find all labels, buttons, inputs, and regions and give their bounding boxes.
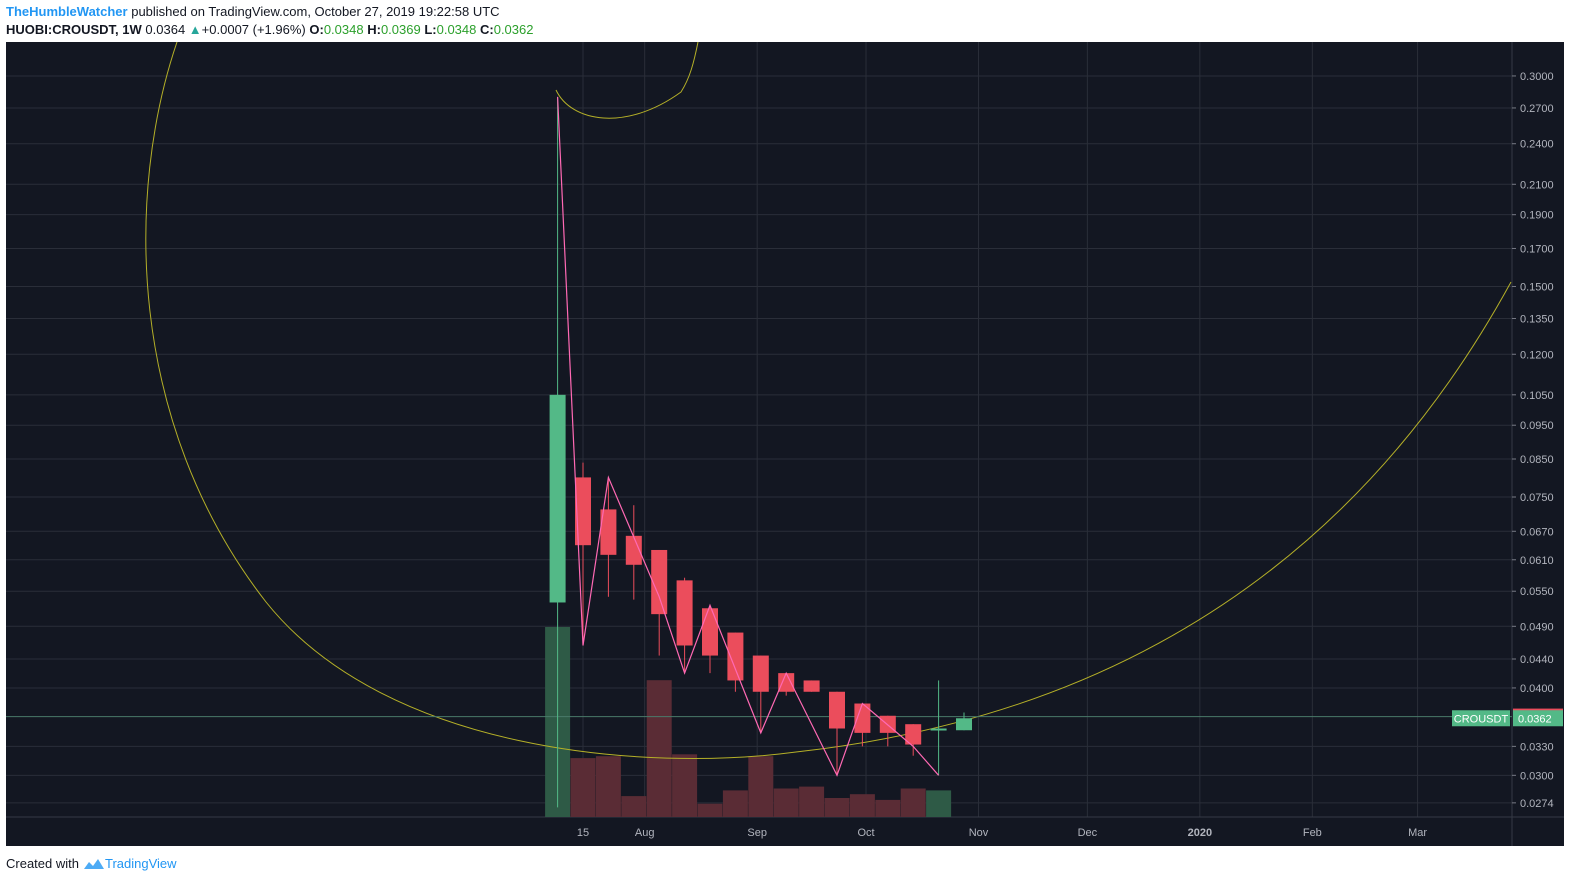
price-label-value: 0.0362 <box>1518 713 1552 725</box>
low-value: 0.0348 <box>436 22 477 37</box>
symbol-tag-label: CROUSDT <box>1454 713 1509 725</box>
y-tick-label: 0.3000 <box>1520 71 1554 83</box>
y-tick-label: 0.0750 <box>1520 492 1554 504</box>
y-tick-label: 0.1700 <box>1520 243 1554 255</box>
candle-body <box>651 549 668 615</box>
candle-body <box>930 728 947 731</box>
y-tick-label: 0.2100 <box>1520 179 1554 191</box>
candle-body <box>702 608 718 656</box>
volume-bar <box>824 798 850 817</box>
price-chart[interactable]: 0.3000 0.2700 0.2400 0.2100 0.1900 0.1700 0.15… <box>6 42 1564 846</box>
author-link[interactable]: TheHumbleWatcher <box>6 4 128 19</box>
volume-bar <box>748 756 774 817</box>
price-change: +0.0007 (+1.96%) <box>201 22 306 37</box>
symbol-label: HUOBI:CROUSDT, 1W <box>6 22 142 37</box>
candle-body <box>956 718 972 731</box>
candle-body <box>575 477 591 546</box>
x-tick-label: Sep <box>747 827 767 839</box>
close-label: C: <box>480 22 494 37</box>
x-tick-label: Oct <box>857 827 874 839</box>
arc-drawings <box>145 42 1512 759</box>
close-value: 0.0362 <box>493 22 534 37</box>
chart-background <box>6 42 1564 846</box>
candle-body <box>803 680 820 692</box>
volume-bar <box>926 790 952 817</box>
footer: Created with TradingView <box>6 856 177 871</box>
created-with-text: Created with <box>6 856 79 871</box>
y-tick-label: 0.0550 <box>1520 586 1554 598</box>
zigzag-line <box>557 96 940 777</box>
candle-body <box>676 580 693 646</box>
y-tick-label: 0.0300 <box>1520 770 1554 782</box>
price-label-box <box>1513 710 1563 727</box>
volume-bar <box>595 756 621 817</box>
volume-bar <box>672 754 698 817</box>
y-tick-label: 0.0274 <box>1520 798 1554 810</box>
candle-body <box>854 703 871 733</box>
x-tick-label: 2020 <box>1188 827 1212 839</box>
price-label: 0.0362 CROUSDT <box>1452 710 1563 727</box>
candle-body <box>625 535 642 565</box>
chart-area[interactable]: 0.3000 0.2700 0.2400 0.2100 0.1900 0.1700 0.15… <box>6 42 1564 846</box>
volume-bar <box>646 680 672 817</box>
high-value: 0.0369 <box>380 22 421 37</box>
candles <box>549 96 972 808</box>
publish-info: published on TradingView.com, October 27… <box>131 4 500 19</box>
volume-bar <box>900 788 926 817</box>
y-tick-label: 0.0950 <box>1520 420 1554 432</box>
candle-body <box>549 394 566 603</box>
y-tick-label: 0.0400 <box>1520 683 1554 695</box>
volume-bar <box>570 758 596 817</box>
y-tick-label: 0.1200 <box>1520 349 1554 361</box>
x-tick-label: Mar <box>1408 827 1427 839</box>
candle-body <box>752 655 769 692</box>
x-tick-label: Aug <box>635 827 655 839</box>
y-tick-label: 0.0670 <box>1520 526 1554 538</box>
y-tick-label: 0.1500 <box>1520 281 1554 293</box>
ohlc-line: HUOBI:CROUSDT, 1W 0.0364 ▲+0.0007 (+1.96… <box>6 22 533 37</box>
candle-body <box>778 673 795 692</box>
candle-body <box>727 632 744 681</box>
small-arc <box>555 42 699 119</box>
chart-header: TheHumbleWatcher published on TradingVie… <box>6 4 1576 40</box>
y-tick-label: 0.0490 <box>1520 621 1554 633</box>
x-tick-label: 15 <box>577 827 589 839</box>
candle-body <box>829 691 845 729</box>
y-tick-label: 0.1350 <box>1520 313 1554 325</box>
up-triangle-icon: ▲ <box>188 22 202 37</box>
volume-bar <box>849 794 875 817</box>
volume-bar <box>875 799 901 817</box>
y-tick-label: 0.1900 <box>1520 210 1554 222</box>
x-tick-label: Feb <box>1303 827 1322 839</box>
candle-body <box>905 724 922 745</box>
volume-bar <box>621 796 647 817</box>
large-arc <box>145 42 1512 759</box>
tradingview-brand-label: TradingView <box>104 856 177 871</box>
volume-bar <box>799 786 825 817</box>
y-tick-label: 0.2400 <box>1520 139 1554 151</box>
candle-body <box>600 509 617 555</box>
publish-line: TheHumbleWatcher published on TradingVie… <box>6 4 500 19</box>
y-tick-label: 0.2700 <box>1520 103 1554 115</box>
low-label: L: <box>424 22 437 37</box>
high-label: H: <box>367 22 381 37</box>
x-tick-label: Dec <box>1078 827 1098 839</box>
volume-bar <box>722 790 748 817</box>
tradingview-logo-icon <box>83 858 104 869</box>
y-tick-label: 0.0610 <box>1520 555 1554 567</box>
symbol-tag-box <box>1452 710 1510 727</box>
last-price: 0.0364 <box>145 22 186 37</box>
y-tick-label: 0.1050 <box>1520 390 1554 402</box>
y-tick-label: 0.0440 <box>1520 654 1554 666</box>
tradingview-brand-link[interactable]: TradingView <box>83 856 177 871</box>
open-label: O: <box>309 22 324 37</box>
volume-bar <box>773 788 799 817</box>
volume-bar <box>697 803 723 817</box>
y-tick-label: 0.0330 <box>1520 741 1554 753</box>
x-tick-label: Nov <box>969 827 989 839</box>
open-value: 0.0348 <box>323 22 364 37</box>
y-tick-label: 0.0850 <box>1520 454 1554 466</box>
